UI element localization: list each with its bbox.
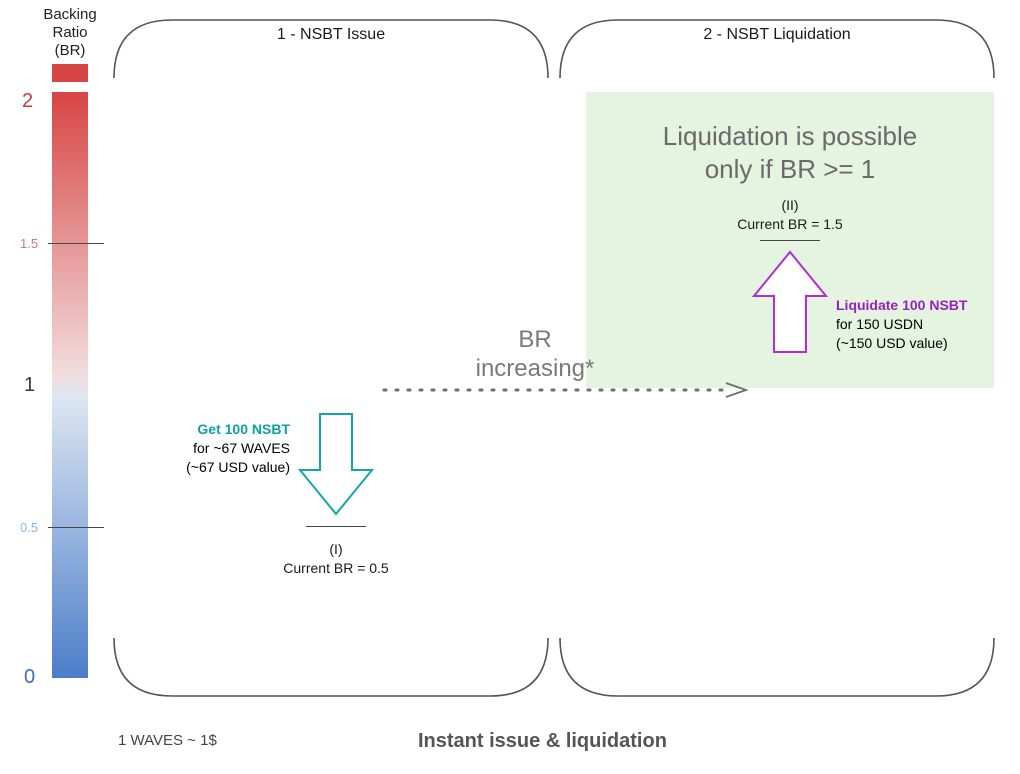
axis-label-1p5: 1.5	[20, 236, 38, 251]
center-line1: BR	[518, 326, 551, 353]
axis-title: Backing Ratio (BR)	[22, 6, 118, 60]
liq-headline: Liquidate 100 NSBT	[836, 297, 967, 313]
liquidate-arrow-icon	[750, 248, 830, 358]
liq-line2: for 150 USDN	[836, 316, 923, 332]
liq-marker-label: (II)	[781, 197, 798, 213]
liq-tick	[760, 240, 820, 241]
issue-arrow-icon	[296, 408, 376, 518]
axis-label-2: 2	[22, 90, 33, 113]
axis-label-0p5: 0.5	[20, 520, 38, 535]
axis-label-1: 1	[24, 374, 35, 397]
center-line2: increasing*	[476, 355, 595, 382]
issue-label: Get 100 NSBT for ~67 WAVES (~67 USD valu…	[150, 420, 290, 477]
issue-marker-label: (I)	[329, 541, 342, 557]
backing-ratio-scale	[52, 64, 88, 678]
liq-br-label: Current BR = 1.5	[737, 216, 842, 232]
liquidation-heading: Liquidation is possible only if BR >= 1	[586, 120, 994, 185]
tick-0p5	[48, 527, 104, 528]
issue-marker: (I) Current BR = 0.5	[246, 540, 426, 578]
liquidate-label: Liquidate 100 NSBT for 150 USDN (~150 US…	[836, 296, 1006, 353]
liq-marker: (II) Current BR = 1.5	[700, 196, 880, 234]
br-increasing-label: BR increasing*	[440, 326, 630, 384]
panel-left-title: 1 - NSBT Issue	[112, 26, 550, 44]
liq-heading-line2: only if BR >= 1	[705, 154, 876, 184]
issue-br-label: Current BR = 0.5	[283, 560, 388, 576]
liq-heading-line1: Liquidation is possible	[663, 121, 917, 151]
issue-line2: for ~67 WAVES	[193, 440, 290, 456]
tick-1p5	[48, 243, 104, 244]
footer-title: Instant issue & liquidation	[418, 730, 667, 753]
issue-line3: (~67 USD value)	[186, 459, 290, 475]
dotted-arrow-icon	[380, 380, 750, 400]
issue-headline: Get 100 NSBT	[197, 421, 290, 437]
panel-right-title: 2 - NSBT Liquidation	[558, 26, 996, 44]
issue-tick	[306, 526, 366, 527]
liq-line3: (~150 USD value)	[836, 335, 948, 351]
axis-label-0: 0	[24, 666, 35, 689]
footer-rate: 1 WAVES ~ 1$	[118, 732, 217, 749]
